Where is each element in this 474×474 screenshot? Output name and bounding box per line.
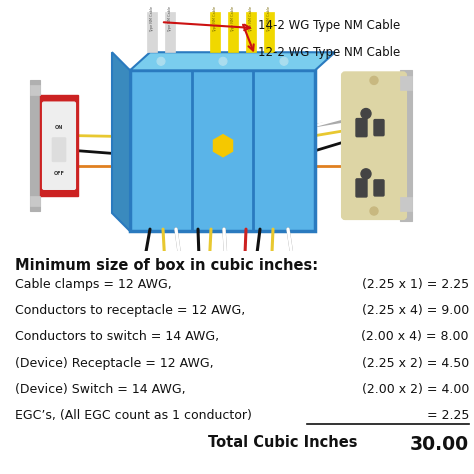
Bar: [400, 70, 412, 221]
Text: 14-2 WG Type NM Cable: 14-2 WG Type NM Cable: [258, 18, 400, 32]
Bar: [400, 76, 412, 91]
Text: (2.00 x 2) = 4.00: (2.00 x 2) = 4.00: [362, 383, 469, 396]
Bar: [246, 12, 256, 52]
Circle shape: [370, 207, 378, 215]
FancyBboxPatch shape: [130, 70, 315, 231]
Text: (2.25 x 2) = 4.50: (2.25 x 2) = 4.50: [362, 356, 469, 370]
FancyBboxPatch shape: [356, 179, 367, 197]
Circle shape: [361, 109, 371, 118]
Text: Type NM Cable: Type NM Cable: [150, 6, 154, 32]
Bar: [30, 196, 40, 206]
Bar: [40, 95, 78, 196]
Text: = 2.25: = 2.25: [427, 409, 469, 422]
Bar: [264, 12, 274, 52]
Text: Cable clamps = 12 AWG,: Cable clamps = 12 AWG,: [15, 278, 171, 292]
FancyBboxPatch shape: [52, 137, 66, 162]
Text: (2.25 x 4) = 9.00: (2.25 x 4) = 9.00: [362, 304, 469, 318]
Text: 12-2 WG Type NM Cable: 12-2 WG Type NM Cable: [258, 46, 400, 59]
Bar: [147, 12, 157, 52]
Circle shape: [280, 57, 288, 65]
Circle shape: [157, 57, 165, 65]
Bar: [30, 81, 40, 211]
Circle shape: [370, 76, 378, 84]
Text: Total Cubic Inches: Total Cubic Inches: [209, 435, 358, 450]
Text: 30.00: 30.00: [410, 435, 469, 454]
Polygon shape: [130, 52, 335, 70]
FancyBboxPatch shape: [374, 180, 384, 196]
Bar: [210, 12, 220, 52]
FancyBboxPatch shape: [374, 119, 384, 136]
Text: OFF: OFF: [54, 171, 64, 176]
Text: Minimum size of box in cubic inches:: Minimum size of box in cubic inches:: [15, 258, 318, 273]
Text: Type NM Cable: Type NM Cable: [267, 6, 271, 32]
Bar: [228, 12, 238, 52]
Text: (2.25 x 1) = 2.25: (2.25 x 1) = 2.25: [362, 278, 469, 292]
Text: Type NM Cable: Type NM Cable: [249, 6, 253, 32]
FancyBboxPatch shape: [43, 102, 75, 190]
Circle shape: [361, 169, 371, 179]
Text: Conductors to switch = 14 AWG,: Conductors to switch = 14 AWG,: [15, 330, 219, 344]
FancyBboxPatch shape: [356, 118, 367, 137]
Text: (2.00 x 4) = 8.00: (2.00 x 4) = 8.00: [362, 330, 469, 344]
FancyBboxPatch shape: [342, 73, 406, 219]
Polygon shape: [112, 52, 130, 231]
Bar: [165, 12, 175, 52]
Bar: [400, 197, 412, 211]
Text: (Device) Switch = 14 AWG,: (Device) Switch = 14 AWG,: [15, 383, 185, 396]
Circle shape: [219, 57, 227, 65]
Text: Type NM Cable: Type NM Cable: [231, 6, 235, 32]
Text: Conductors to receptacle = 12 AWG,: Conductors to receptacle = 12 AWG,: [15, 304, 245, 318]
Bar: [30, 85, 40, 95]
Text: ON: ON: [55, 125, 63, 130]
Text: (Device) Receptacle = 12 AWG,: (Device) Receptacle = 12 AWG,: [15, 356, 213, 370]
Text: Type NM Cable: Type NM Cable: [213, 6, 217, 32]
Text: Type NM Cable: Type NM Cable: [168, 6, 172, 32]
Text: EGC’s, (All EGC count as 1 conductor): EGC’s, (All EGC count as 1 conductor): [15, 409, 251, 422]
